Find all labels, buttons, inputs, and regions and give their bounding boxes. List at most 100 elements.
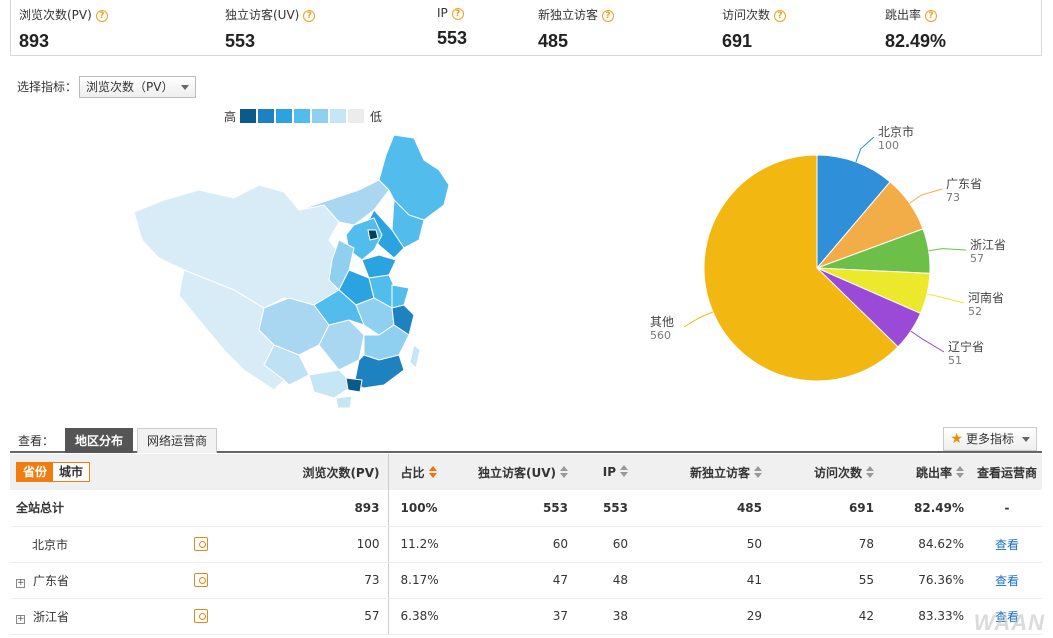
legend-high-label: 高 bbox=[224, 109, 237, 124]
sort-icon bbox=[620, 465, 628, 477]
map-region bbox=[263, 344, 310, 386]
sort-icon bbox=[754, 465, 762, 478]
cell-bounce: 83.33% bbox=[882, 598, 972, 635]
map-region bbox=[378, 134, 450, 221]
col-header-pv[interactable]: 浏览次数(PV) bbox=[210, 454, 389, 490]
cell-ratio: 100% bbox=[388, 490, 444, 527]
pie-value-label: 52 bbox=[968, 305, 982, 318]
cell-bounce: 82.49% bbox=[882, 490, 972, 527]
more-metrics-label: 更多指标 bbox=[965, 432, 1014, 446]
stat-value: 485 bbox=[538, 31, 569, 51]
metric-dropdown[interactable]: 浏览次数（PV） bbox=[79, 76, 197, 98]
map-region bbox=[361, 254, 397, 279]
col-header-label: 跳出率 bbox=[915, 465, 952, 480]
col-header-label: 占比 bbox=[400, 465, 425, 480]
legend-swatch bbox=[240, 109, 257, 123]
cell-visits: 42 bbox=[770, 598, 882, 635]
seg-city[interactable]: 城市 bbox=[53, 463, 90, 481]
row-name-cell: + 浙江省 bbox=[10, 598, 210, 635]
metric-selector: 选择指标： 浏览次数（PV） bbox=[17, 76, 197, 98]
chevron-down-icon bbox=[1022, 437, 1030, 442]
table-header-row: 省份 城市 浏览次数(PV) 占比 独立访客(UV) IP 新独立访客 访问次数 … bbox=[10, 454, 1042, 490]
cell-new: 41 bbox=[636, 562, 770, 599]
stat-bounce: 跳出率? 82.49% bbox=[885, 6, 946, 52]
pie-leader-line bbox=[855, 136, 875, 163]
view-isp-link[interactable]: 查看 bbox=[994, 609, 1019, 624]
stat-value: 553 bbox=[437, 28, 468, 48]
map-region bbox=[345, 377, 363, 393]
expand-icon[interactable]: + bbox=[16, 577, 25, 588]
stat-visits: 访问次数? 691 bbox=[722, 6, 787, 52]
metric-selector-label: 选择指标： bbox=[17, 80, 78, 94]
row-name: 浙江省 bbox=[33, 609, 70, 624]
trend-icon[interactable] bbox=[194, 536, 208, 551]
map-region bbox=[345, 217, 383, 261]
view-label: 查看： bbox=[18, 434, 55, 448]
sort-icon bbox=[956, 465, 964, 478]
seg-province[interactable]: 省份 bbox=[17, 463, 54, 481]
tab-region[interactable]: 地区分布 bbox=[65, 428, 134, 453]
view-isp-link[interactable]: 查看 bbox=[994, 573, 1019, 588]
stat-value: 893 bbox=[19, 31, 50, 51]
col-header-label: 浏览次数(PV) bbox=[302, 465, 380, 480]
pie-leader-line bbox=[683, 311, 714, 328]
map-legend: 高 低 bbox=[224, 108, 382, 124]
row-name: 广东省 bbox=[33, 573, 70, 588]
tab-isp[interactable]: 网络运营商 bbox=[137, 428, 218, 453]
col-header-ip[interactable]: IP bbox=[576, 454, 636, 490]
col-header-bounce[interactable]: 跳出率 bbox=[882, 454, 972, 490]
legend-swatch bbox=[294, 109, 311, 123]
stat-label: 独立访客(UV) bbox=[225, 8, 300, 22]
help-icon[interactable]: ? bbox=[303, 10, 316, 22]
stat-value: 82.49% bbox=[885, 31, 947, 51]
pie-label: 河南省 bbox=[968, 290, 1004, 305]
cell-visits: 78 bbox=[770, 526, 882, 563]
pie-label: 广东省 bbox=[946, 177, 982, 191]
col-header-ratio[interactable]: 占比 bbox=[388, 454, 444, 490]
stat-label: IP bbox=[437, 6, 448, 20]
cell-pv: 893 bbox=[210, 490, 389, 527]
pie-value-label: 57 bbox=[970, 252, 984, 265]
summary-bar: 浏览次数(PV)? 893 独立访客(UV)? 553 IP? 553 新独立访… bbox=[10, 0, 1042, 56]
help-icon[interactable]: ? bbox=[602, 10, 615, 22]
star-icon: ★ bbox=[950, 431, 963, 447]
stat-label: 浏览次数(PV) bbox=[19, 8, 92, 22]
pie-slice-0[interactable] bbox=[816, 154, 891, 270]
cell-ip: 38 bbox=[576, 598, 636, 635]
more-metrics-button[interactable]: ★ 更多指标 bbox=[943, 427, 1037, 451]
cell-ratio: 6.38% bbox=[388, 598, 444, 635]
help-icon[interactable]: ? bbox=[925, 10, 938, 22]
china-map bbox=[124, 130, 469, 412]
sort-icon bbox=[428, 465, 437, 478]
map-region bbox=[391, 284, 410, 309]
table-row: + 浙江省 57 6.38% 37 38 29 42 83.33% 查看 bbox=[10, 598, 1042, 635]
map-region bbox=[391, 304, 415, 336]
col-header-label: IP bbox=[602, 465, 616, 479]
stat-new-visitors: 新独立访客? 485 bbox=[538, 6, 615, 52]
table-row: + 广东省 73 8.17% 47 48 41 55 76.36% 查看 bbox=[10, 562, 1042, 599]
pie-slice-5[interactable] bbox=[703, 154, 899, 382]
pie-leader-line bbox=[909, 188, 943, 204]
row-name-cell: + 广东省 bbox=[10, 562, 210, 599]
trend-icon[interactable] bbox=[194, 608, 208, 623]
expand-icon[interactable]: + bbox=[16, 613, 25, 624]
cell-ip: 60 bbox=[576, 526, 636, 563]
help-icon[interactable]: ? bbox=[95, 10, 108, 22]
cell-ratio: 11.2% bbox=[388, 526, 444, 563]
legend-swatch bbox=[276, 109, 293, 123]
stat-value: 553 bbox=[225, 31, 256, 51]
help-icon[interactable]: ? bbox=[774, 10, 787, 22]
cell-ratio: 8.17% bbox=[388, 562, 444, 599]
pie-value-label: 73 bbox=[946, 191, 960, 204]
col-header-uv[interactable]: 独立访客(UV) bbox=[444, 454, 576, 490]
region-table: 省份 城市 浏览次数(PV) 占比 独立访客(UV) IP 新独立访客 访问次数 … bbox=[10, 454, 1042, 635]
pie-chart: 北京市 100 广东省 73 浙江省 57 河南省 52 辽宁省 51 其他 560 bbox=[640, 118, 1040, 408]
help-icon[interactable]: ? bbox=[451, 8, 464, 20]
trend-icon[interactable] bbox=[194, 572, 208, 587]
view-isp-link[interactable]: 查看 bbox=[994, 537, 1019, 552]
col-header-visits[interactable]: 访问次数 bbox=[770, 454, 882, 490]
col-header-label: 新独立访客 bbox=[689, 465, 750, 480]
cell-ip: 553 bbox=[576, 490, 636, 527]
col-header-new[interactable]: 新独立访客 bbox=[636, 454, 770, 490]
map-region bbox=[367, 229, 379, 241]
